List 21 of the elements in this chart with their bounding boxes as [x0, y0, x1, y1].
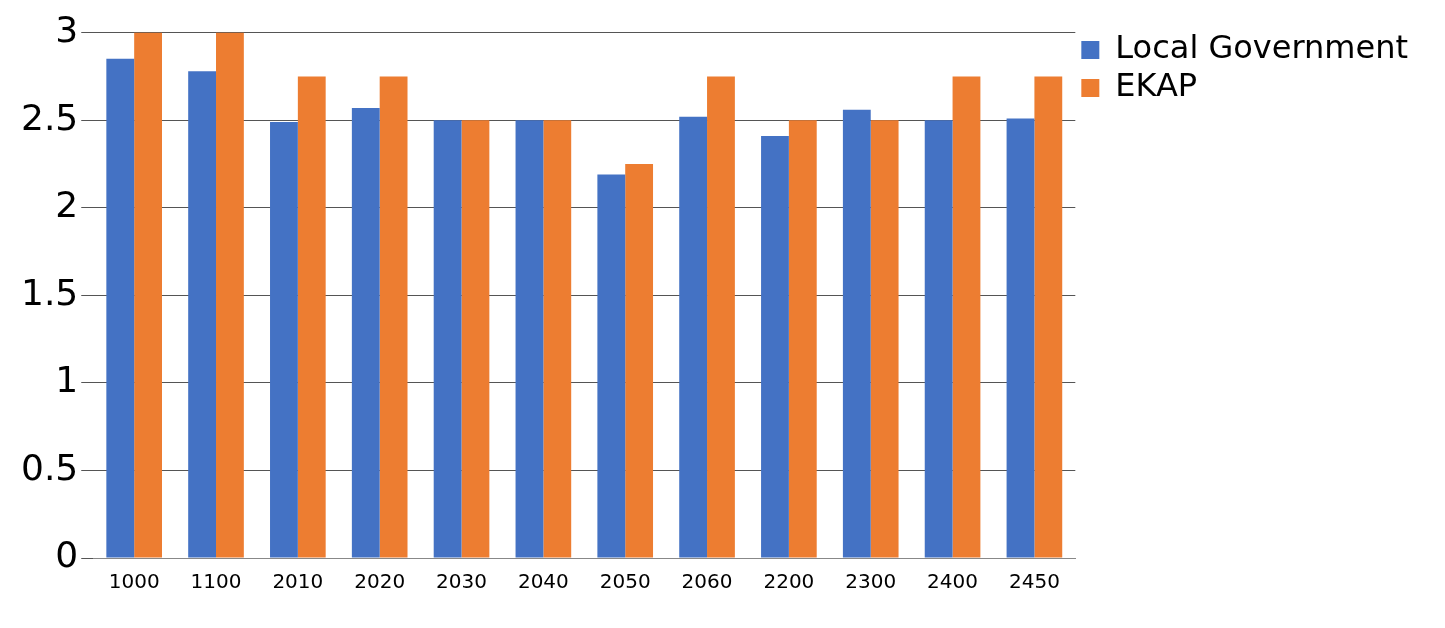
legend-label: EKAP	[1115, 66, 1198, 105]
x-tick-label: 2010	[272, 569, 324, 594]
y-tick-label: 2	[55, 184, 79, 226]
y-tick-label: 2.5	[20, 96, 79, 138]
x-tick-label: 2450	[1008, 569, 1060, 594]
x-tick-label: 2060	[681, 569, 733, 594]
x-tick-label: 1100	[190, 569, 242, 594]
y-tick-label: 0	[55, 534, 79, 576]
y-tick-label: 0.5	[20, 446, 79, 488]
y-tick-label: 1	[55, 359, 79, 401]
x-tick-label: 2050	[599, 569, 651, 594]
y-tick-label: 3	[55, 8, 79, 50]
y-tick-label: 1.5	[20, 271, 79, 313]
x-tick-label: 2020	[354, 569, 406, 594]
x-tick-label: 2040	[517, 569, 569, 594]
x-tick-label: 2200	[763, 569, 815, 594]
x-tick-label: 2030	[436, 569, 487, 594]
x-tick-label: 2300	[845, 569, 897, 594]
x-tick-label: 2400	[927, 569, 979, 594]
legend-label: Local Government	[1115, 28, 1408, 67]
x-tick-label: 1000	[108, 569, 160, 594]
